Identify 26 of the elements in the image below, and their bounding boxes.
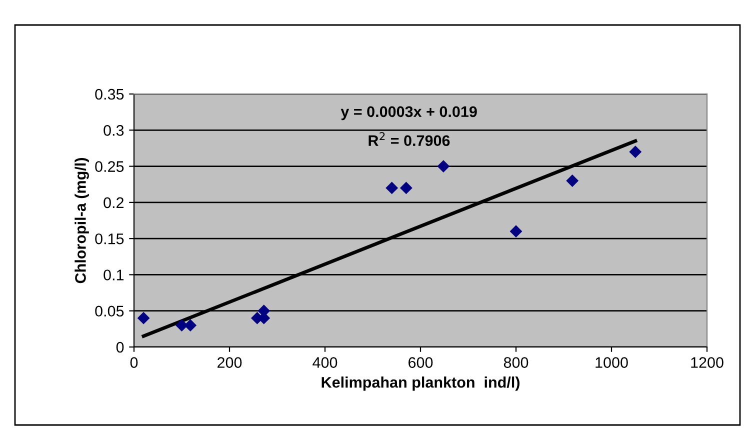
- y-tick-label: 0.15: [95, 233, 124, 244]
- y-tick-label: 0.05: [95, 306, 124, 317]
- point: [437, 160, 450, 172]
- annotation: y = 0.0003x + 0.019: [340, 106, 477, 120]
- point: [510, 225, 522, 238]
- point: [137, 312, 150, 324]
- x-tick-label: 1000: [596, 357, 628, 368]
- x-tick-label: 400: [312, 357, 338, 368]
- x-tick-label: 1200: [691, 357, 724, 368]
- y-tick-label: 0.2: [104, 197, 124, 208]
- point: [629, 146, 642, 158]
- x-tick-label: 600: [408, 357, 433, 368]
- x-tick-label: 0: [130, 357, 138, 368]
- x-tick-label: 800: [504, 357, 528, 368]
- y-tick-label: 0.3: [104, 125, 124, 136]
- y-tick-label: 0: [116, 342, 124, 353]
- point: [566, 174, 579, 187]
- x-tick-label: 200: [218, 357, 242, 368]
- x-axis-title: Kelimpahan plankton ind/l): [322, 376, 520, 391]
- y-tick-label: 0.1: [104, 270, 124, 280]
- y-tick-label: 0.25: [95, 161, 124, 172]
- point: [386, 182, 398, 194]
- y-tick-label: 0.35: [95, 88, 124, 100]
- annotation: R$^{2}$ = 0.7906: [368, 132, 450, 146]
- point: [400, 182, 412, 194]
- y-axis-title: Chloropil-a (mg/l): [74, 158, 89, 284]
